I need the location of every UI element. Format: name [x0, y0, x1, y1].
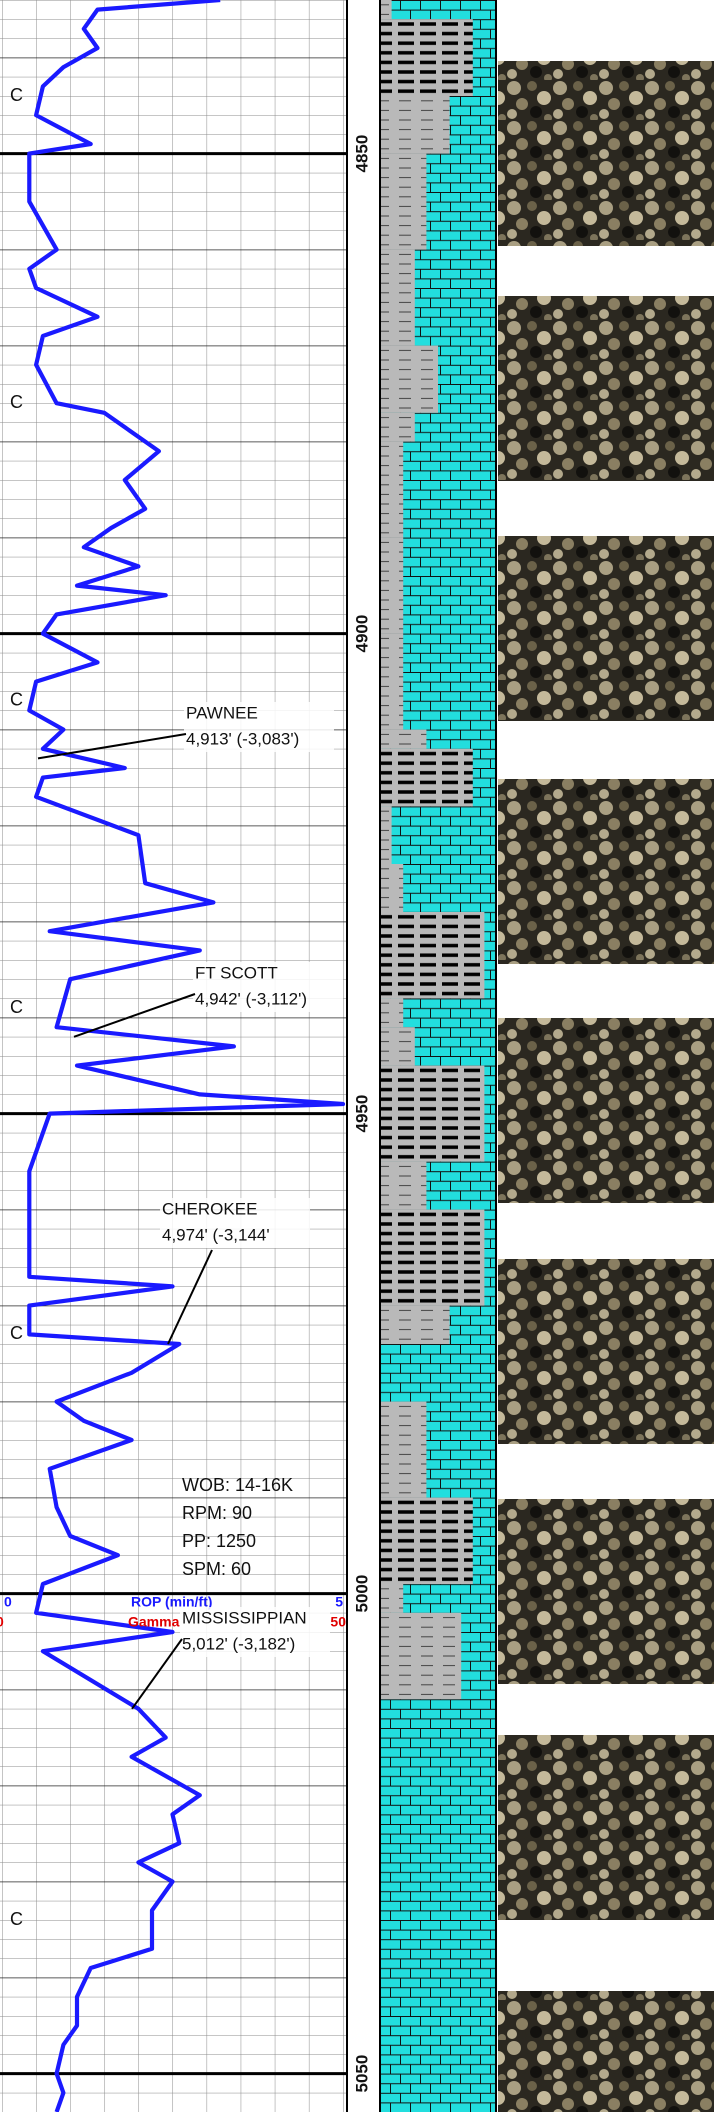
marker-label: C [10, 85, 23, 105]
depth-label: 4900 [352, 615, 371, 653]
shale-fraction [380, 441, 404, 538]
shale-fraction [380, 1161, 427, 1210]
formation-depth: 4,974' (-3,144' [162, 1225, 270, 1244]
shale-fraction [380, 1209, 485, 1306]
formation-name: PAWNEE [186, 703, 258, 722]
shale-fraction [380, 1305, 450, 1344]
formation-leader [167, 1249, 213, 1345]
depth-label: 4850 [352, 135, 371, 173]
marker-label: C [10, 1909, 23, 1929]
formation-name: MISSISSIPPIAN [182, 1608, 307, 1627]
shale-fraction [380, 19, 473, 97]
cuttings-photo [498, 1991, 714, 2112]
shale-fraction [380, 345, 438, 413]
depth-label: 5050 [352, 2055, 371, 2093]
shale-fraction [380, 864, 404, 912]
marker-label: C [10, 1323, 23, 1343]
formation-leader [131, 1638, 183, 1710]
cuttings-photo [498, 296, 714, 481]
gamma-scale-label: 50 [330, 1614, 346, 1630]
label-background [160, 1198, 310, 1248]
drilling-note: WOB: 14-16K [182, 1475, 293, 1495]
depth-label: 4950 [352, 1095, 371, 1133]
shale-fraction [380, 1612, 462, 1700]
shale-fraction [380, 1401, 427, 1498]
rop-axis-title: ROP (min/ft) [131, 1594, 212, 1610]
shale-fraction [380, 748, 473, 807]
marker-label: C [10, 690, 23, 710]
shale-fraction [380, 729, 427, 749]
shale-fraction [380, 0, 392, 20]
cuttings-photo [498, 1499, 714, 1684]
shale-fraction [380, 1027, 415, 1066]
shale-fraction [380, 153, 427, 250]
label-background [180, 1607, 330, 1657]
formation-leader [37, 733, 187, 760]
formation-depth: 4,913' (-3,083') [186, 729, 299, 748]
shale-fraction [380, 249, 415, 346]
formation-depth: 5,012' (-3,182') [182, 1634, 295, 1653]
cuttings-photo [498, 779, 714, 964]
formation-name: CHEROKEE [162, 1199, 257, 1218]
shale-fraction [380, 912, 485, 999]
shale-fraction [380, 998, 404, 1028]
cuttings-photo [498, 1735, 714, 1920]
label-background [184, 702, 334, 752]
rop-scale-label: 0 [4, 1594, 12, 1610]
marker-label: C [10, 997, 23, 1017]
cuttings-photo [498, 61, 714, 246]
shale-fraction [380, 412, 415, 442]
formation-leader [73, 993, 196, 1038]
shale-fraction [380, 96, 450, 154]
label-background [193, 962, 343, 1012]
rop-track: C C C C C C 0 5 ROP (min/ft) 0 50 Gamma PAWNEE 4,913'… [0, 0, 346, 2113]
formation-name: FT SCOTT [195, 963, 278, 982]
drilling-note: RPM: 90 [182, 1503, 252, 1523]
formation-depth: 4,942' (-3,112') [195, 989, 307, 1008]
shale-fraction [380, 1497, 473, 1584]
shale-fraction [380, 633, 404, 730]
shale-fraction [380, 1065, 485, 1162]
drilling-note: PP: 1250 [182, 1531, 256, 1551]
depth-label: 5000 [352, 1575, 371, 1613]
shale-fraction [380, 537, 404, 634]
shale-fraction [380, 1584, 404, 1613]
shale-fraction [380, 806, 392, 864]
cuttings-photo [498, 1259, 714, 1444]
cuttings-photo [498, 1018, 714, 1203]
rop-curve [27, 0, 346, 2113]
gamma-axis-title: Gamma [128, 1614, 180, 1630]
rop-scale-label: 5 [335, 1594, 343, 1610]
cuttings-photos [498, 61, 714, 2112]
ten-foot-grid [0, 0, 346, 2112]
lithology-track [380, 0, 485, 1700]
drilling-note: SPM: 60 [182, 1559, 251, 1579]
cuttings-photo [498, 536, 714, 721]
gamma-scale-label: 0 [0, 1614, 4, 1630]
marker-label: C [10, 392, 23, 412]
